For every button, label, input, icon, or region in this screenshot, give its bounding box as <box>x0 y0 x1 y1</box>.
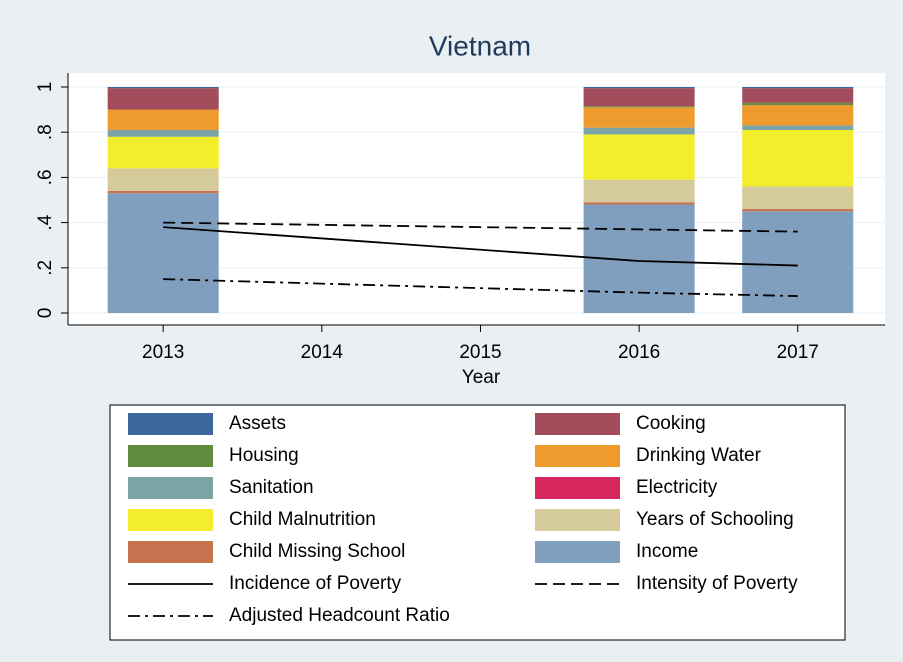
bar-segment <box>583 87 695 89</box>
legend-label: Sanitation <box>229 477 314 498</box>
bar-segment <box>583 179 695 203</box>
bar-segment <box>583 88 695 107</box>
bar-segment <box>742 105 854 126</box>
line <box>163 278 798 297</box>
bar-segment <box>107 168 219 191</box>
bar-segment <box>583 127 695 135</box>
y-tick-label: 0 <box>35 308 56 319</box>
x-tick-label: 2017 <box>777 342 819 363</box>
legend-swatch <box>535 509 620 531</box>
bar-segment <box>107 193 219 313</box>
y-tick-label: .8 <box>35 124 56 140</box>
bar-segment <box>107 87 219 89</box>
legend-swatch <box>535 541 620 563</box>
x-axis-label: Year <box>462 367 501 388</box>
bar-segment <box>742 129 854 187</box>
bar-segment <box>107 88 219 110</box>
legend-swatch <box>128 445 213 467</box>
legend-label: Drinking Water <box>636 445 762 466</box>
line <box>163 221 798 233</box>
x-tick-label: 2013 <box>142 342 184 363</box>
y-tick-label: 1 <box>35 82 56 93</box>
bar-segment <box>742 211 854 313</box>
legend-label: Assets <box>229 413 286 434</box>
legend-swatch <box>128 509 213 531</box>
legend-label: Cooking <box>636 413 706 434</box>
y-tick-label: .6 <box>35 169 56 185</box>
legend-label: Intensity of Poverty <box>636 573 798 594</box>
bar-segment <box>742 186 854 210</box>
x-tick-label: 2015 <box>459 342 501 363</box>
legend-label: Adjusted Headcount Ratio <box>229 605 450 626</box>
chart-title: Vietnam <box>429 30 531 61</box>
legend-label: Child Malnutrition <box>229 509 376 530</box>
bar-segment <box>583 202 695 205</box>
bar-segment <box>107 190 219 194</box>
legend-label: Incidence of Poverty <box>229 573 402 594</box>
bar-segment <box>742 88 854 103</box>
legend-swatch <box>128 541 213 563</box>
legend-swatch <box>535 445 620 467</box>
legend-swatch <box>128 413 213 435</box>
bar-segment <box>583 106 695 108</box>
line <box>163 226 798 267</box>
legend-label: Electricity <box>636 477 718 498</box>
y-tick-label: .4 <box>35 214 56 230</box>
bar-segment <box>107 136 219 169</box>
bar-segment <box>742 102 854 106</box>
legend-swatch <box>128 477 213 499</box>
legend-label: Child Missing School <box>229 541 405 562</box>
legend-label: Housing <box>229 445 299 466</box>
x-tick-label: 2016 <box>618 342 660 363</box>
legend-swatch <box>535 477 620 499</box>
bar-segment <box>742 87 854 89</box>
bar-segment <box>583 107 695 128</box>
legend-label: Years of Schooling <box>636 509 794 530</box>
y-tick-label: .2 <box>35 260 56 276</box>
bar-segment <box>583 134 695 180</box>
legend-swatch <box>535 413 620 435</box>
bar-segment <box>742 125 854 130</box>
legend-label: Income <box>636 541 698 562</box>
x-tick-label: 2014 <box>301 342 344 363</box>
bar-segment <box>107 129 219 137</box>
legend <box>109 404 846 641</box>
bar-segment <box>107 109 219 130</box>
bar-segment <box>742 209 854 212</box>
